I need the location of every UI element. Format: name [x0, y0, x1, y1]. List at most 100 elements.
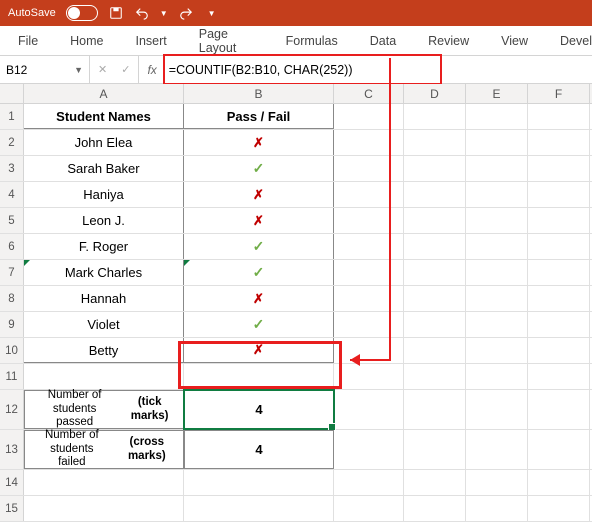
cell[interactable]: Leon J.: [24, 208, 184, 233]
cell[interactable]: ✓: [184, 234, 334, 259]
cell[interactable]: [334, 156, 404, 181]
cell[interactable]: [528, 312, 590, 337]
cell[interactable]: John Elea: [24, 130, 184, 155]
cell[interactable]: Number of studentsfailed (cross marks): [24, 430, 184, 469]
name-box[interactable]: B12 ▼: [0, 56, 90, 83]
namebox-dropdown-icon[interactable]: ▼: [74, 65, 83, 75]
cell[interactable]: [466, 234, 528, 259]
cell[interactable]: [404, 390, 466, 429]
col-header-A[interactable]: A: [24, 84, 184, 103]
cell[interactable]: [466, 470, 528, 495]
cell[interactable]: Pass / Fail: [184, 104, 334, 129]
tab-view[interactable]: View: [501, 34, 528, 48]
cell[interactable]: [404, 260, 466, 285]
tab-formulas[interactable]: Formulas: [286, 34, 338, 48]
cell[interactable]: [404, 208, 466, 233]
cell[interactable]: [24, 470, 184, 495]
cell[interactable]: [404, 338, 466, 363]
row-header-6[interactable]: 6: [0, 234, 24, 259]
cell[interactable]: [334, 208, 404, 233]
cell[interactable]: [528, 286, 590, 311]
formula-bar[interactable]: =COUNTIF(B2:B10, CHAR(252)): [165, 56, 592, 83]
redo-icon[interactable]: [178, 5, 194, 21]
cell[interactable]: [466, 286, 528, 311]
cell[interactable]: [466, 208, 528, 233]
cell[interactable]: ✓: [184, 156, 334, 181]
cell[interactable]: [334, 182, 404, 207]
qat-dropdown-icon[interactable]: ▼: [208, 9, 216, 18]
cell[interactable]: [404, 234, 466, 259]
cell[interactable]: [404, 496, 466, 521]
col-header-C[interactable]: C: [334, 84, 404, 103]
row-header-1[interactable]: 1: [0, 104, 24, 129]
cell[interactable]: [528, 430, 590, 469]
cell[interactable]: Number of studentspassed (tick marks): [24, 390, 184, 429]
enter-icon[interactable]: ✓: [121, 63, 130, 76]
cell[interactable]: [528, 104, 590, 129]
cell[interactable]: [404, 286, 466, 311]
row-header-2[interactable]: 2: [0, 130, 24, 155]
cell[interactable]: Betty: [24, 338, 184, 363]
cell[interactable]: [528, 156, 590, 181]
cell[interactable]: [334, 430, 404, 469]
row-header-8[interactable]: 8: [0, 286, 24, 311]
undo-icon[interactable]: [134, 5, 150, 21]
cell[interactable]: ✗: [184, 130, 334, 155]
col-header-F[interactable]: F: [528, 84, 590, 103]
cell[interactable]: [466, 156, 528, 181]
cell[interactable]: [528, 364, 590, 389]
cell[interactable]: [466, 260, 528, 285]
cell[interactable]: [404, 156, 466, 181]
tab-home[interactable]: Home: [70, 34, 103, 48]
cell[interactable]: [466, 390, 528, 429]
tab-insert[interactable]: Insert: [136, 34, 167, 48]
cell[interactable]: Sarah Baker: [24, 156, 184, 181]
cell[interactable]: [24, 496, 184, 521]
cell[interactable]: [334, 130, 404, 155]
cell[interactable]: [466, 312, 528, 337]
cell[interactable]: [334, 312, 404, 337]
cell[interactable]: [404, 130, 466, 155]
cell[interactable]: ✗: [184, 182, 334, 207]
tab-file[interactable]: File: [18, 34, 38, 48]
cell[interactable]: [404, 104, 466, 129]
cell[interactable]: [404, 312, 466, 337]
row-header-10[interactable]: 10: [0, 338, 24, 363]
cell[interactable]: Haniya: [24, 182, 184, 207]
cell[interactable]: Violet: [24, 312, 184, 337]
cell[interactable]: [334, 496, 404, 521]
cell[interactable]: Student Names: [24, 104, 184, 129]
cell[interactable]: ✓: [184, 260, 334, 285]
cell[interactable]: 4: [184, 430, 334, 469]
cell[interactable]: Mark Charles: [24, 260, 184, 285]
row-header-12[interactable]: 12: [0, 390, 24, 429]
cell[interactable]: [466, 182, 528, 207]
row-header-15[interactable]: 15: [0, 496, 24, 521]
cell[interactable]: [466, 130, 528, 155]
cell[interactable]: [334, 260, 404, 285]
cell[interactable]: [528, 182, 590, 207]
cell[interactable]: ✗: [184, 286, 334, 311]
cell[interactable]: [466, 364, 528, 389]
cell[interactable]: [466, 496, 528, 521]
cell[interactable]: [528, 208, 590, 233]
fx-icon[interactable]: fx: [139, 56, 164, 83]
cell[interactable]: ✓: [184, 312, 334, 337]
select-all-corner[interactable]: [0, 84, 24, 103]
cell[interactable]: Hannah: [24, 286, 184, 311]
cell[interactable]: [528, 496, 590, 521]
cell[interactable]: [528, 390, 590, 429]
col-header-B[interactable]: B: [184, 84, 334, 103]
cell[interactable]: ✗: [184, 208, 334, 233]
cell[interactable]: [24, 364, 184, 389]
cell[interactable]: [528, 260, 590, 285]
row-header-4[interactable]: 4: [0, 182, 24, 207]
row-header-7[interactable]: 7: [0, 260, 24, 285]
cancel-icon[interactable]: ✕: [98, 63, 107, 76]
cell[interactable]: [528, 234, 590, 259]
autosave-toggle[interactable]: [66, 5, 98, 21]
row-header-14[interactable]: 14: [0, 470, 24, 495]
cell[interactable]: [334, 286, 404, 311]
cell[interactable]: [404, 182, 466, 207]
cell[interactable]: [184, 364, 334, 389]
